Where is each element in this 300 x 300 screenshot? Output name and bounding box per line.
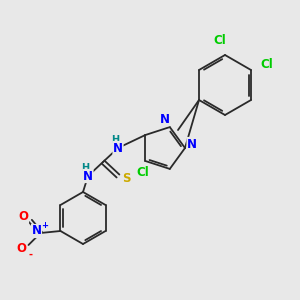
Text: N: N xyxy=(187,137,197,151)
Text: H: H xyxy=(111,135,119,145)
Text: O: O xyxy=(19,211,28,224)
Text: Cl: Cl xyxy=(261,58,273,71)
Text: N: N xyxy=(160,112,170,126)
Text: N: N xyxy=(83,169,93,182)
Text: -: - xyxy=(28,250,32,260)
Text: S: S xyxy=(122,172,130,184)
Text: +: + xyxy=(41,221,48,230)
Text: N: N xyxy=(113,142,123,154)
Text: Cl: Cl xyxy=(214,34,226,47)
Text: N: N xyxy=(32,224,41,238)
Text: H: H xyxy=(81,163,89,173)
Text: O: O xyxy=(16,242,26,256)
Text: Cl: Cl xyxy=(137,167,150,179)
